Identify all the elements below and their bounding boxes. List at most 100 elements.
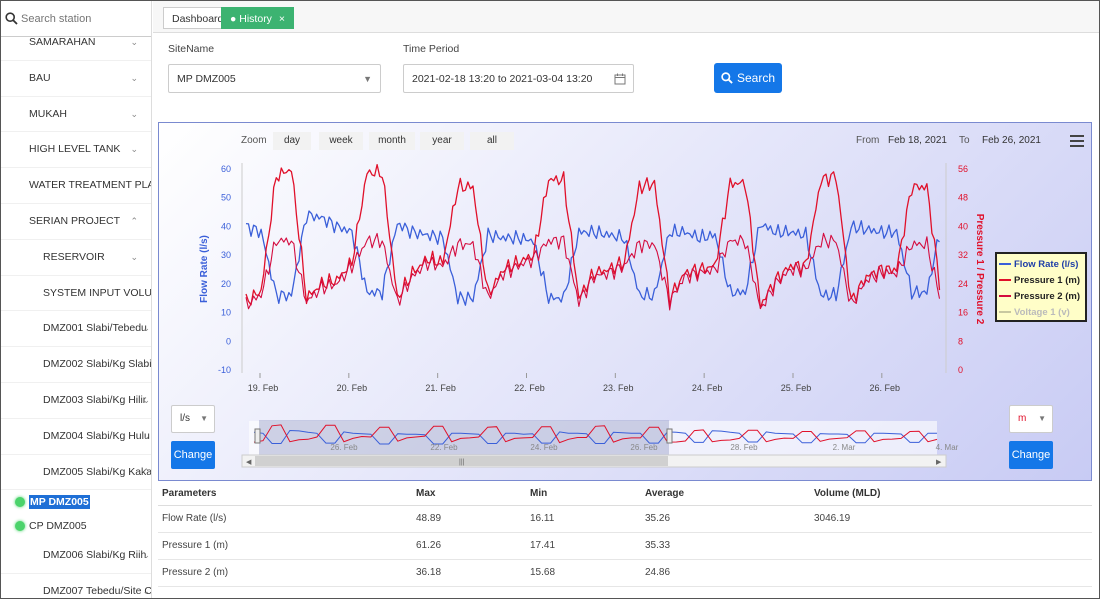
line-chart: 60 50 40 30 20 10 0 -10 56 48 40 32 24 16 8 0 19. Feb 2… — [199, 163, 985, 468]
y-right-tick-label: 48 — [958, 193, 968, 203]
chevron-down-icon: ⌄ — [130, 108, 138, 119]
cell-parameter: Flow Rate (l/s) — [158, 505, 416, 533]
station-tree: SAMARAHAN ⌄ BAU ⌄ MUKAH ⌄ HIGH LEVEL TANK ⌄ … — [1, 25, 151, 598]
x-tick-label: 24. Feb — [692, 383, 723, 393]
zoom-year-button[interactable]: year — [420, 132, 464, 150]
cell-min: 16.11 — [530, 505, 645, 533]
range-from-label: From — [856, 135, 880, 146]
y-left-tick-label: 30 — [221, 250, 231, 260]
x-tick-label: 19. Feb — [248, 383, 279, 393]
range-from-value[interactable]: Feb 18, 2021 — [888, 135, 947, 146]
chevron-down-icon: ⌄ — [130, 72, 138, 83]
station-search-input[interactable] — [21, 12, 146, 25]
right-axis-change-button[interactable]: Change — [1009, 441, 1053, 469]
tab-dashboard[interactable]: Dashboard — [163, 7, 233, 29]
sidebar-item-mukah[interactable]: MUKAH ⌄ — [1, 97, 151, 133]
caret-down-icon: ▼ — [363, 74, 372, 84]
close-tab-icon[interactable]: × — [278, 13, 285, 25]
table-header-row: Parameters Max Min Average Volume (MLD) — [158, 483, 1092, 506]
sidebar-item-bau[interactable]: BAU ⌄ — [1, 61, 151, 97]
tab-history[interactable]: ● History × — [221, 7, 294, 29]
header-max: Max — [416, 483, 530, 506]
navigator-date-label: 26. Feb — [630, 443, 658, 452]
range-to-value[interactable]: Feb 26, 2021 — [982, 135, 1041, 146]
cell-min: 15.68 — [530, 559, 645, 587]
search-button[interactable]: Search — [714, 63, 782, 93]
x-tick-label: 25. Feb — [781, 383, 812, 393]
y-left-tick-label: 20 — [221, 279, 231, 289]
legend-item-voltage-1[interactable]: Voltage 1 (v) — [999, 305, 1083, 321]
sidebar-item-samarahan[interactable]: SAMARAHAN ⌄ — [1, 25, 151, 61]
chevron-down-icon: ⌄ — [130, 37, 138, 47]
series-line-pressure-1[interactable] — [245, 163, 941, 310]
cell-average: 35.33 — [645, 532, 814, 560]
sidebar-item-high-level-tank[interactable]: HIGH LEVEL TANK ⌄ — [1, 132, 151, 169]
zoom-day-button[interactable]: day — [273, 132, 311, 150]
table-row: Pressure 2 (m) 36.18 15.68 24.86 — [158, 559, 1092, 587]
site-name-label: SiteName — [168, 43, 215, 55]
navigator-right-handle[interactable] — [666, 428, 673, 444]
sidebar-item-dmz005[interactable]: DMZ005 Slabi/Kg Kakai ⌃ — [1, 455, 151, 491]
chevron-down-icon: ⌄ — [130, 251, 138, 262]
zoom-month-button[interactable]: month — [369, 132, 415, 150]
legend-item-pressure-2[interactable]: Pressure 2 (m) — [999, 289, 1083, 305]
zoom-all-button[interactable]: all — [470, 132, 514, 150]
cell-volume: 3046.19 — [814, 505, 1092, 533]
header-parameters: Parameters — [158, 483, 416, 506]
y-left-tick-label: 60 — [221, 164, 231, 174]
time-period-input[interactable]: 2021-02-18 13:20 to 2021-03-04 13:20 — [403, 64, 634, 93]
cell-average: 24.86 — [645, 559, 814, 587]
cell-average: 35.26 — [645, 505, 814, 533]
zoom-week-button[interactable]: week — [319, 132, 363, 150]
sidebar-item-serian-project[interactable]: SERIAN PROJECT ⌃ — [1, 204, 151, 240]
x-tick-label: 21. Feb — [425, 383, 456, 393]
site-name-select[interactable]: MP DMZ005 ▼ — [168, 64, 381, 93]
legend-item-pressure-1[interactable]: Pressure 1 (m) — [999, 273, 1083, 289]
cell-min: 17.41 — [530, 532, 645, 560]
sidebar-item-mp-dmz005[interactable]: MP DMZ005 — [1, 490, 151, 514]
y-left-tick-label: 0 — [226, 336, 231, 346]
online-status-icon — [15, 521, 25, 532]
y-left-tick-label: 10 — [221, 308, 231, 318]
scroll-right-icon[interactable]: ▶ — [936, 459, 942, 466]
legend-item-flow-rate[interactable]: Flow Rate (l/s) — [999, 257, 1083, 273]
sidebar-item-dmz006[interactable]: DMZ006 Slabi/Kg Riih ⌄ — [1, 538, 151, 575]
sidebar-item-water-treatment-plant[interactable]: WATER TREATMENT PLANT — [1, 168, 151, 204]
left-axis-change-button[interactable]: Change — [171, 441, 215, 469]
navigator-date-label: 22. Feb — [430, 443, 458, 452]
navigator-date-label: 24. Feb — [530, 443, 558, 452]
navigator-scrollbar-thumb[interactable] — [255, 456, 668, 466]
navigator-track — [249, 421, 937, 455]
chevron-down-icon: ⌄ — [142, 394, 150, 405]
calendar-icon[interactable] — [614, 73, 626, 85]
navigator-left-handle[interactable] — [254, 428, 261, 444]
sidebar-item-dmz003[interactable]: DMZ003 Slabi/Kg Hilir ⌄ — [1, 383, 151, 419]
sidebar-item-system-input-volume[interactable]: SYSTEM INPUT VOLUME (SI — [1, 276, 151, 312]
history-chart-panel: Zoom day week month year all From Feb 18… — [158, 122, 1092, 481]
y-left-tick-label: 50 — [221, 193, 231, 203]
navigator-date-label: 4. Mar — [936, 443, 959, 452]
navigator-date-label: 28. Feb — [730, 443, 758, 452]
cell-max: 48.89 — [416, 505, 530, 533]
series-line-flow-rate[interactable] — [245, 210, 940, 306]
sidebar-item-cp-dmz005[interactable]: CP DMZ005 — [1, 514, 151, 538]
chevron-up-icon: ⌃ — [142, 466, 150, 477]
station-search — [1, 1, 151, 37]
x-tick-label: 22. Feb — [514, 383, 545, 393]
series-line-pressure-2[interactable] — [245, 232, 941, 311]
sidebar-item-dmz001[interactable]: DMZ001 Slabi/Tebedu ⌄ — [1, 311, 151, 348]
sidebar-item-dmz002[interactable]: DMZ002 Slabi/Kg Slabi ⌄ — [1, 347, 151, 383]
y-right-tick-label: 16 — [958, 308, 968, 318]
sidebar-item-dmz007[interactable]: DMZ007 Tebedu/Site C ⌄ — [1, 574, 151, 598]
cell-parameter: Pressure 1 (m) — [158, 532, 416, 560]
y-axis-left-label: Flow Rate (l/s) — [199, 235, 210, 303]
sidebar-item-dmz004[interactable]: DMZ004 Slabi/Kg Hulu ⌄ — [1, 419, 151, 455]
left-unit-select[interactable]: l/s ▼ — [171, 405, 215, 433]
right-unit-select[interactable]: m ▼ — [1009, 405, 1053, 433]
scroll-left-icon[interactable]: ◀ — [246, 459, 252, 466]
sidebar-item-reservoir[interactable]: RESERVOIR ⌄ — [1, 240, 151, 276]
chart-menu-icon[interactable] — [1069, 132, 1085, 148]
y-right-tick-label: 32 — [958, 250, 968, 260]
cell-parameter: Pressure 2 (m) — [158, 559, 416, 587]
online-status-icon — [15, 497, 25, 508]
